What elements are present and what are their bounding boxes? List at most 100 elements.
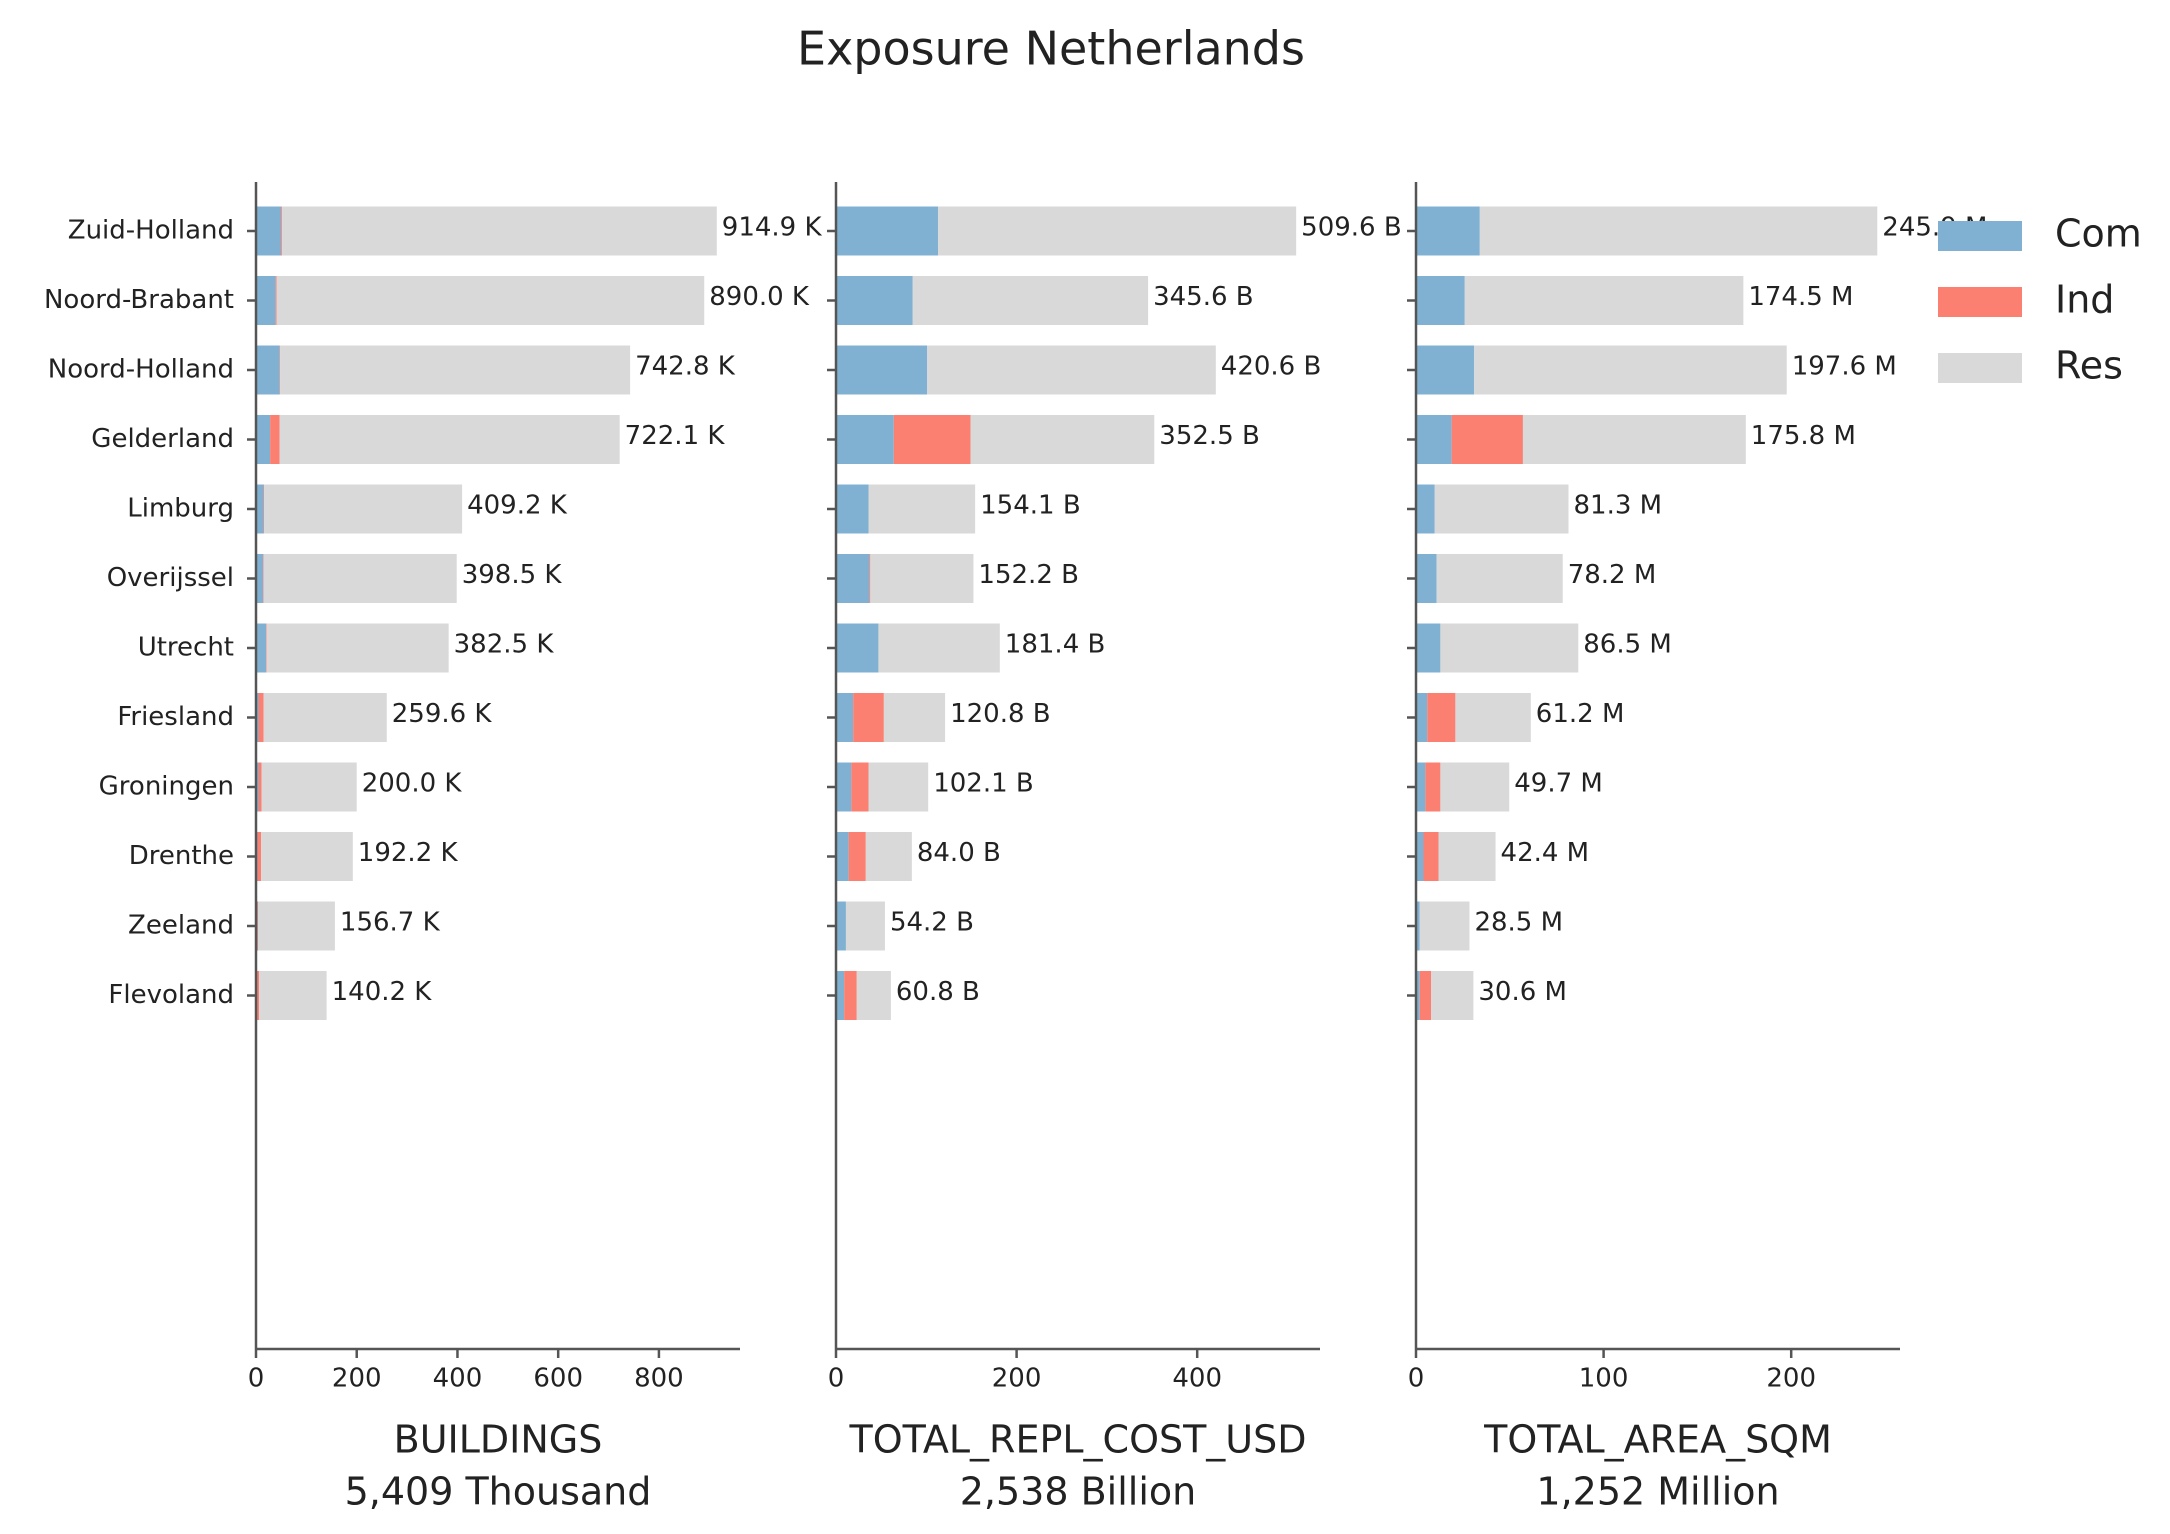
x-tick-label: 0 [248, 1364, 265, 1394]
bar-segment [1416, 206, 1480, 256]
y-tick-label: Overijssel [107, 563, 234, 593]
bar-segment [1436, 554, 1563, 603]
legend-label: Com [2055, 212, 2142, 256]
bar-segment [256, 345, 280, 395]
bar-segment [276, 276, 705, 325]
bar-segment [836, 206, 939, 256]
total-label: 86.5 M [1583, 630, 1672, 660]
x-tick-label: 200 [1766, 1364, 1816, 1394]
x-tick-label: 400 [1172, 1364, 1222, 1394]
bar-segment [258, 693, 264, 742]
bar-segment [836, 415, 894, 464]
total-label: 420.6 B [1221, 352, 1322, 382]
total-label: 61.2 M [1536, 699, 1625, 729]
bar-segment [869, 554, 871, 603]
x-axis-label: TOTAL_AREA_SQM [1483, 1418, 1832, 1462]
total-label: 152.2 B [978, 560, 1079, 590]
bar-segment [263, 554, 264, 603]
bar-segment [1434, 484, 1569, 534]
total-label: 409.2 K [467, 491, 568, 521]
bar-segment [256, 206, 282, 256]
bar-segment [1431, 971, 1474, 1020]
total-label: 742.8 K [635, 352, 736, 382]
bar-segment [870, 554, 974, 603]
bar-segment [893, 415, 971, 464]
y-tick-label: Friesland [117, 702, 234, 732]
total-label: 174.5 M [1748, 282, 1853, 312]
total-label: 352.5 B [1159, 421, 1260, 451]
bar-segment [1416, 971, 1420, 1020]
bar-segment [257, 832, 262, 881]
bar-segment [865, 832, 912, 881]
bar-segment [263, 693, 387, 742]
bar-segment [836, 901, 846, 951]
bar-segment [836, 832, 849, 881]
bar-segment [1416, 762, 1426, 812]
total-label: 200.0 K [362, 769, 463, 799]
bar-segment [1440, 762, 1510, 812]
bar-segment [266, 623, 267, 673]
bar-segment [280, 345, 631, 395]
total-label: 181.4 B [1005, 630, 1106, 660]
bar-segment [261, 832, 353, 881]
x-tick-label: 800 [634, 1364, 684, 1394]
total-label: 259.6 K [392, 699, 493, 729]
bar-segment [266, 623, 449, 673]
bar-segment [270, 415, 280, 464]
total-label: 140.2 K [332, 977, 433, 1007]
bar-segment [264, 484, 463, 534]
bar-segment [256, 762, 259, 812]
bar-segment [1423, 832, 1439, 881]
bar-segment [1440, 623, 1579, 673]
total-label: 192.2 K [358, 838, 459, 868]
y-tick-label: Limburg [127, 494, 234, 524]
bar-segment [844, 971, 857, 1020]
bar-segment [883, 693, 946, 742]
total-label: 84.0 B [917, 838, 1001, 868]
bar-segment [279, 415, 620, 464]
x-axis-total: 2,538 Billion [960, 1470, 1197, 1514]
y-tick-label: Utrecht [138, 633, 234, 663]
x-tick-label: 200 [992, 1364, 1042, 1394]
legend-label: Ind [2055, 278, 2114, 322]
bar-segment [878, 623, 1000, 673]
bar-segment [912, 276, 1149, 325]
bar-segment [1416, 832, 1424, 881]
x-axis-total: 1,252 Million [1536, 1470, 1779, 1514]
total-label: 54.2 B [890, 908, 974, 938]
bar-segment [258, 762, 262, 812]
bar-segment [256, 623, 267, 673]
x-tick-label: 0 [1408, 1364, 1425, 1394]
total-label: 102.1 B [933, 769, 1034, 799]
y-tick-label: Zuid-Holland [68, 216, 234, 246]
bar-segment [836, 484, 869, 534]
bar-segment [259, 971, 327, 1020]
y-tick-label: Flevoland [108, 980, 234, 1010]
y-tick-label: Gelderland [91, 424, 234, 454]
bar-segment [258, 901, 335, 951]
bar-segment [851, 762, 869, 812]
bar-segment [836, 693, 854, 742]
bar-segment [279, 345, 281, 395]
legend-swatch [1938, 221, 2022, 251]
bar-segment [845, 901, 885, 951]
x-axis-label: TOTAL_REPL_COST_USD [848, 1418, 1306, 1462]
x-tick-label: 600 [533, 1364, 583, 1394]
bar-segment [1427, 693, 1456, 742]
total-label: 175.8 M [1751, 421, 1856, 451]
bar-segment [1451, 415, 1523, 464]
bar-segment [868, 762, 929, 812]
bar-segment [257, 971, 260, 1020]
total-label: 28.5 M [1474, 908, 1563, 938]
y-tick-label: Noord-Brabant [44, 285, 234, 315]
total-label: 60.8 B [896, 977, 980, 1007]
bar-segment [261, 762, 357, 812]
bar-segment [1416, 554, 1437, 603]
bar-segment [1425, 762, 1441, 812]
bar-segment [1416, 345, 1475, 395]
x-axis-total: 5,409 Thousand [345, 1470, 652, 1514]
bar-segment [256, 276, 276, 325]
bar-segment [256, 693, 259, 742]
bar-segment [1479, 206, 1878, 256]
bar-segment [853, 693, 884, 742]
